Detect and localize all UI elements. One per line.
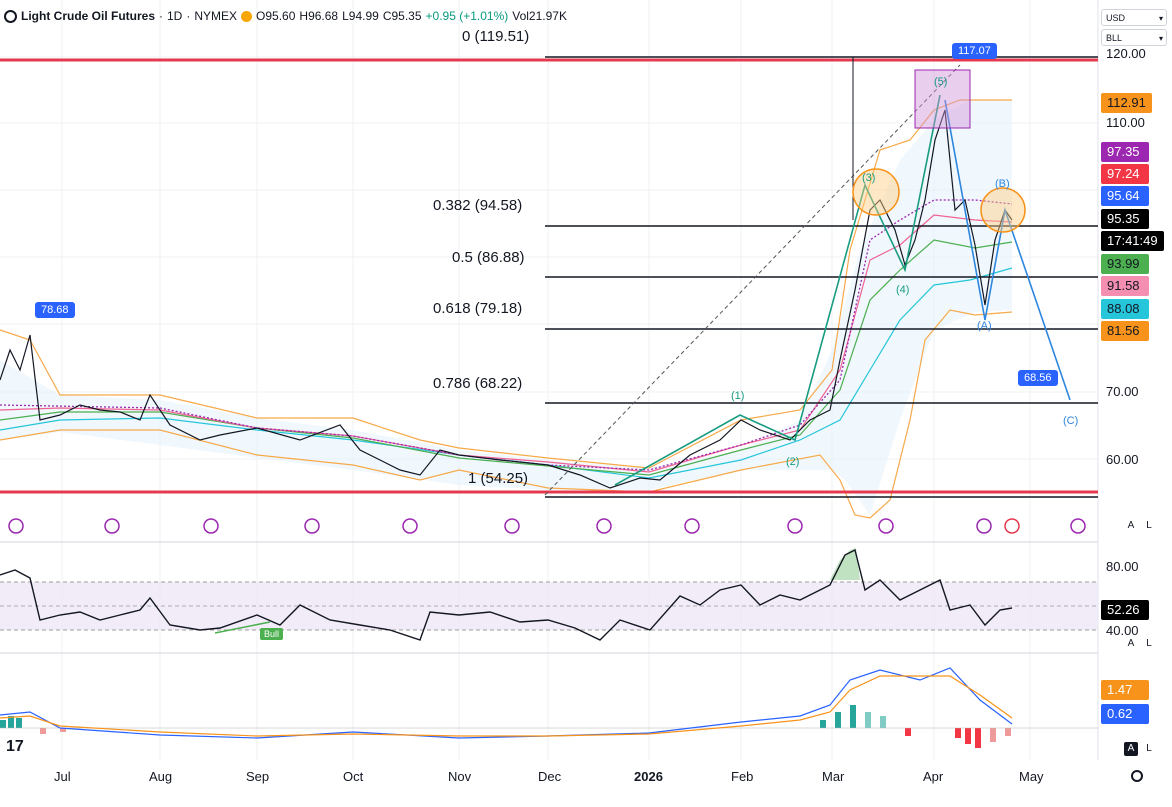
fib-lines xyxy=(545,56,1098,498)
volume-value: Vol21.97K xyxy=(512,9,567,23)
time-axis-label: Nov xyxy=(448,769,472,784)
log-scale-button[interactable]: L xyxy=(1142,637,1156,651)
chevron-down-icon: ▾ xyxy=(1158,14,1163,23)
price-badge: 95.64 xyxy=(1101,186,1149,206)
unit-select[interactable]: BLL ▾ xyxy=(1101,29,1167,46)
auto-scale-button[interactable]: A xyxy=(1124,742,1138,756)
macd-histogram xyxy=(0,705,1011,748)
fib-label-0382: 0.382 (94.58) xyxy=(433,197,523,214)
macd-signal xyxy=(0,675,1013,737)
callout-peak: 117.07 xyxy=(952,43,997,59)
macd-line xyxy=(0,667,1013,739)
fib-label-0786: 0.786 (68.22) xyxy=(433,375,523,392)
time-axis-label: Dec xyxy=(538,769,562,784)
time-axis-label: Feb xyxy=(731,769,754,784)
wave-label-2: (2) xyxy=(786,456,800,468)
auto-scale-button[interactable]: A xyxy=(1124,637,1138,651)
fib-trendline xyxy=(544,64,961,496)
wave-label-1: (1) xyxy=(731,390,745,402)
price-badge: 97.35 xyxy=(1101,142,1149,162)
time-axis-label: May xyxy=(1019,769,1044,784)
symbol-header[interactable]: Light Crude Oil Futures · 1D · NYMEX O95… xyxy=(4,6,567,26)
waveB-highlight-circle xyxy=(980,187,1026,233)
open-value: O95.60 xyxy=(256,9,296,23)
time-axis-label: Mar xyxy=(822,769,845,784)
change-value: +0.95 (+1.01%) xyxy=(425,9,509,23)
macd-line-badge: 0.62 xyxy=(1101,704,1149,724)
auto-scale-button[interactable]: A xyxy=(1124,519,1138,533)
wave-label-4: (4) xyxy=(896,284,910,296)
ma-cyan xyxy=(0,267,1013,479)
price-badge: 88.08 xyxy=(1101,299,1149,319)
exchange-logo-icon xyxy=(4,9,17,23)
fib-label-05: 0.5 (86.88) xyxy=(452,249,525,266)
price-badge: 17:41:49 xyxy=(1101,231,1164,251)
log-scale-button[interactable]: L xyxy=(1142,519,1156,533)
time-axis-label: Oct xyxy=(343,769,364,784)
price-axis-label: 70.00 xyxy=(1106,384,1139,399)
ma-purple-dots xyxy=(0,199,1013,471)
rsi-line xyxy=(0,548,1013,641)
price-badge: 112.91 xyxy=(1101,93,1152,113)
market-status-icon xyxy=(241,10,253,22)
currency-select[interactable]: USD ▾ xyxy=(1101,9,1167,26)
chevron-down-icon: ▾ xyxy=(1158,34,1163,43)
bollinger-lower xyxy=(0,309,1013,519)
rsi-value-badge: 52.26 xyxy=(1101,600,1149,620)
peak-highlight-box xyxy=(914,69,971,129)
wave-label-b: (B) xyxy=(995,178,1010,190)
wave-label-3: (3) xyxy=(862,172,876,184)
wave-label-5: (5) xyxy=(934,76,948,88)
bollinger-upper xyxy=(0,99,1012,469)
log-scale-button[interactable]: L xyxy=(1142,742,1156,756)
exchange-label: NYMEX xyxy=(194,9,238,23)
price-badge: 81.56 xyxy=(1101,321,1149,341)
ma-green xyxy=(0,239,1013,476)
high-value: H96.68 xyxy=(299,9,339,23)
low-value: L94.99 xyxy=(342,9,379,23)
interval-label[interactable]: 1D xyxy=(167,9,183,23)
price-badge: 95.35 xyxy=(1101,209,1149,229)
price-axis-label: 60.00 xyxy=(1106,452,1139,467)
wave-label-a: (A) xyxy=(977,320,992,332)
fib-label-0: 0 (119.51) xyxy=(462,28,530,45)
price-line xyxy=(0,109,1013,489)
close-value: C95.35 xyxy=(382,9,422,23)
elliott-wave-correction xyxy=(944,99,1071,401)
price-badge: 97.24 xyxy=(1101,164,1149,184)
fib-label-1: 1 (54.25) xyxy=(468,470,529,487)
time-axis-label: Jul xyxy=(54,769,71,784)
settings-gear-icon[interactable] xyxy=(1131,770,1143,782)
price-badge: 91.58 xyxy=(1101,276,1149,296)
wave3-highlight-circle xyxy=(852,168,900,216)
rsi-axis-label: 80.00 xyxy=(1106,559,1139,574)
price-axis-label: 110.00 xyxy=(1106,115,1145,130)
price-axis-label: 120.00 xyxy=(1106,46,1146,61)
callout-early-high: 78.68 xyxy=(35,302,75,318)
wave-label-c: (C) xyxy=(1063,415,1079,427)
header-separator: · xyxy=(159,9,163,23)
callout-target: 68.56 xyxy=(1018,370,1058,386)
symbol-name[interactable]: Light Crude Oil Futures xyxy=(21,9,155,23)
time-axis-label: Aug xyxy=(149,769,173,784)
signal-icons-row xyxy=(8,518,1086,534)
fib-label-0618: 0.618 (79.18) xyxy=(433,300,523,317)
rsi-bull-tag: Bull xyxy=(260,628,284,640)
time-axis-label: Apr xyxy=(923,769,944,784)
elliott-wave-impulse xyxy=(614,94,941,486)
time-axis-label: Sep xyxy=(246,769,270,784)
price-badge: 93.99 xyxy=(1101,254,1149,274)
macd-signal-badge: 1.47 xyxy=(1101,680,1149,700)
time-axis-label: 2026 xyxy=(634,769,663,784)
tradingview-logo[interactable]: 17 xyxy=(6,738,24,755)
header-separator: · xyxy=(186,9,191,23)
rsi-bull-divergence xyxy=(214,621,271,634)
rsi-axis-label: 40.00 xyxy=(1106,623,1139,638)
rsi-overbought-fill xyxy=(830,548,860,580)
